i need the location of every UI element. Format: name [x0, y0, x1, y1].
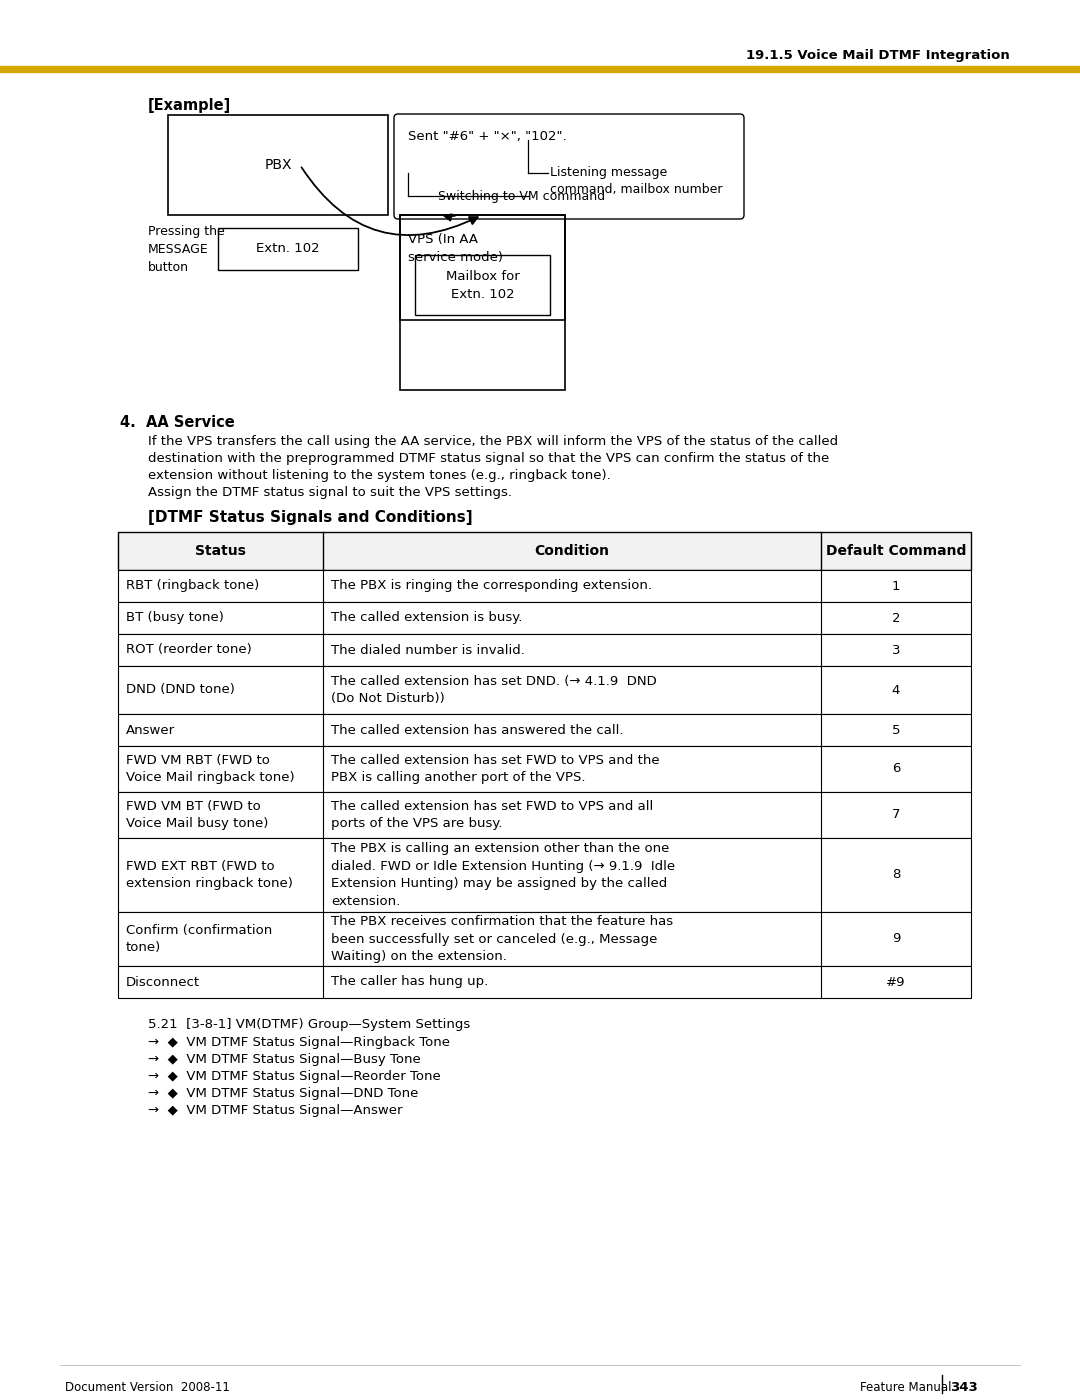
Text: FWD EXT RBT (FWD to
extension ringback tone): FWD EXT RBT (FWD to extension ringback t… — [126, 859, 293, 890]
Text: extension without listening to the system tones (e.g., ringback tone).: extension without listening to the syste… — [148, 469, 611, 482]
Text: 8: 8 — [892, 869, 901, 882]
Text: Document Version  2008-11: Document Version 2008-11 — [65, 1382, 230, 1394]
Text: 5: 5 — [892, 724, 901, 736]
Text: Extn. 102: Extn. 102 — [256, 243, 320, 256]
Text: If the VPS transfers the call using the AA service, the PBX will inform the VPS : If the VPS transfers the call using the … — [148, 434, 838, 448]
Text: →  ◆  VM DTMF Status Signal—Answer: → ◆ VM DTMF Status Signal—Answer — [148, 1104, 403, 1118]
Text: FWD VM BT (FWD to
Voice Mail busy tone): FWD VM BT (FWD to Voice Mail busy tone) — [126, 799, 268, 830]
Bar — [118, 570, 971, 602]
Text: Mailbox for
Extn. 102: Mailbox for Extn. 102 — [446, 270, 519, 300]
Bar — [118, 792, 971, 838]
Bar — [415, 256, 550, 314]
Text: 6: 6 — [892, 763, 901, 775]
Text: FWD VM RBT (FWD to
Voice Mail ringback tone): FWD VM RBT (FWD to Voice Mail ringback t… — [126, 754, 295, 784]
FancyArrowPatch shape — [445, 214, 456, 221]
Bar — [118, 714, 971, 746]
Bar — [118, 965, 971, 997]
Text: The PBX is ringing the corresponding extension.: The PBX is ringing the corresponding ext… — [330, 580, 652, 592]
Text: Default Command: Default Command — [826, 543, 967, 557]
Text: The called extension has answered the call.: The called extension has answered the ca… — [330, 724, 623, 736]
Text: 3: 3 — [892, 644, 901, 657]
Text: 2: 2 — [892, 612, 901, 624]
Text: The caller has hung up.: The caller has hung up. — [330, 975, 488, 989]
Bar — [118, 912, 971, 965]
Text: Switching to VM command: Switching to VM command — [438, 190, 605, 203]
Text: The called extension has set FWD to VPS and the
PBX is calling another port of t: The called extension has set FWD to VPS … — [330, 754, 660, 784]
Bar — [400, 215, 565, 320]
Bar — [118, 746, 971, 792]
Text: RBT (ringback tone): RBT (ringback tone) — [126, 580, 259, 592]
Text: destination with the preprogrammed DTMF status signal so that the VPS can confir: destination with the preprogrammed DTMF … — [148, 453, 829, 465]
Text: →  ◆  VM DTMF Status Signal—Ringback Tone: → ◆ VM DTMF Status Signal—Ringback Tone — [148, 1037, 450, 1049]
Text: The PBX is calling an extension other than the one
dialed. FWD or Idle Extension: The PBX is calling an extension other th… — [330, 842, 675, 908]
Text: →  ◆  VM DTMF Status Signal—DND Tone: → ◆ VM DTMF Status Signal—DND Tone — [148, 1087, 418, 1099]
Text: →  ◆  VM DTMF Status Signal—Busy Tone: → ◆ VM DTMF Status Signal—Busy Tone — [148, 1053, 421, 1066]
Text: BT (busy tone): BT (busy tone) — [126, 612, 224, 624]
Text: 1: 1 — [892, 580, 901, 592]
Text: Condition: Condition — [535, 543, 609, 557]
Bar — [0, 66, 1080, 73]
Text: 7: 7 — [892, 809, 901, 821]
Text: [Example]: [Example] — [148, 98, 231, 113]
Text: 4.  AA Service: 4. AA Service — [120, 415, 234, 430]
Text: ROT (reorder tone): ROT (reorder tone) — [126, 644, 252, 657]
Bar — [168, 115, 388, 215]
Text: The called extension is busy.: The called extension is busy. — [330, 612, 523, 624]
Bar — [118, 602, 971, 634]
Text: Pressing the
MESSAGE
button: Pressing the MESSAGE button — [148, 225, 225, 274]
Bar — [118, 634, 971, 666]
Text: 19.1.5 Voice Mail DTMF Integration: 19.1.5 Voice Mail DTMF Integration — [746, 49, 1010, 61]
Text: #9: #9 — [887, 975, 906, 989]
Text: 343: 343 — [950, 1382, 977, 1394]
Text: Disconnect: Disconnect — [126, 975, 200, 989]
Text: Assign the DTMF status signal to suit the VPS settings.: Assign the DTMF status signal to suit th… — [148, 486, 512, 499]
Text: 4: 4 — [892, 683, 901, 697]
Text: Sent "#6" + "×", "102".: Sent "#6" + "×", "102". — [408, 130, 567, 142]
Bar — [118, 666, 971, 714]
Bar — [118, 532, 971, 570]
Bar — [218, 228, 357, 270]
Text: The PBX receives confirmation that the feature has
been successfully set or canc: The PBX receives confirmation that the f… — [330, 915, 673, 963]
Text: Status: Status — [195, 543, 246, 557]
Text: [DTMF Status Signals and Conditions]: [DTMF Status Signals and Conditions] — [148, 510, 473, 525]
Bar — [118, 838, 971, 912]
Text: 5.21  [3-8-1] VM(DTMF) Group—System Settings: 5.21 [3-8-1] VM(DTMF) Group—System Setti… — [148, 1018, 470, 1031]
Text: 9: 9 — [892, 933, 901, 946]
Text: Feature Manual: Feature Manual — [860, 1382, 951, 1394]
Text: The called extension has set DND. (→ 4.1.9  DND
(Do Not Disturb)): The called extension has set DND. (→ 4.1… — [330, 675, 657, 705]
FancyArrowPatch shape — [301, 168, 477, 235]
Text: VPS (In AA
service mode): VPS (In AA service mode) — [408, 233, 503, 264]
Text: DND (DND tone): DND (DND tone) — [126, 683, 234, 697]
Text: Confirm (confirmation
tone): Confirm (confirmation tone) — [126, 923, 272, 954]
Text: The called extension has set FWD to VPS and all
ports of the VPS are busy.: The called extension has set FWD to VPS … — [330, 799, 653, 830]
Text: The dialed number is invalid.: The dialed number is invalid. — [330, 644, 525, 657]
Bar — [400, 215, 565, 390]
Text: PBX: PBX — [265, 158, 292, 172]
Text: Answer: Answer — [126, 724, 175, 736]
Text: →  ◆  VM DTMF Status Signal—Reorder Tone: → ◆ VM DTMF Status Signal—Reorder Tone — [148, 1070, 441, 1083]
Text: Listening message
command, mailbox number: Listening message command, mailbox numbe… — [550, 166, 723, 196]
